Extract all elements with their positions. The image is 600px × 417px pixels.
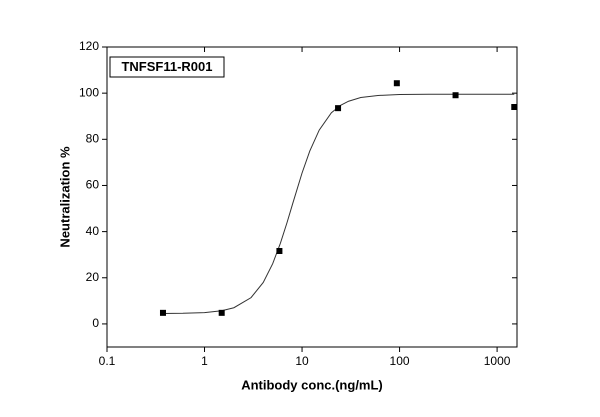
chart-label: TNFSF11-R001: [121, 59, 212, 74]
data-point: [452, 92, 459, 99]
y-tick-label: 80: [86, 131, 100, 145]
x-tick-label: 100: [390, 354, 410, 368]
plot-frame: [106, 46, 518, 348]
data-point: [335, 105, 342, 112]
data-point: [276, 248, 283, 254]
x-tick-label: 0.1: [99, 354, 116, 368]
y-tick-label: 100: [79, 85, 99, 99]
data-point: [393, 80, 400, 87]
x-axis-title: Antibody conc.(ng/mL): [241, 377, 383, 392]
x-tick-label: 1: [201, 354, 208, 368]
data-point: [511, 104, 518, 110]
y-tick-label: 60: [86, 178, 100, 192]
y-tick-label: 40: [86, 224, 100, 238]
fit-curve: [162, 93, 515, 314]
label-box: [109, 56, 225, 78]
data-point: [159, 309, 166, 316]
y-tick-label: 120: [79, 39, 99, 53]
y-axis-title: Neutralization %: [57, 146, 72, 248]
data-point: [218, 309, 225, 316]
y-tick-label: 20: [86, 270, 100, 284]
x-tick-label: 1000: [484, 354, 511, 368]
x-tick-label: 10: [295, 354, 309, 368]
y-tick-label: 0: [92, 316, 99, 330]
